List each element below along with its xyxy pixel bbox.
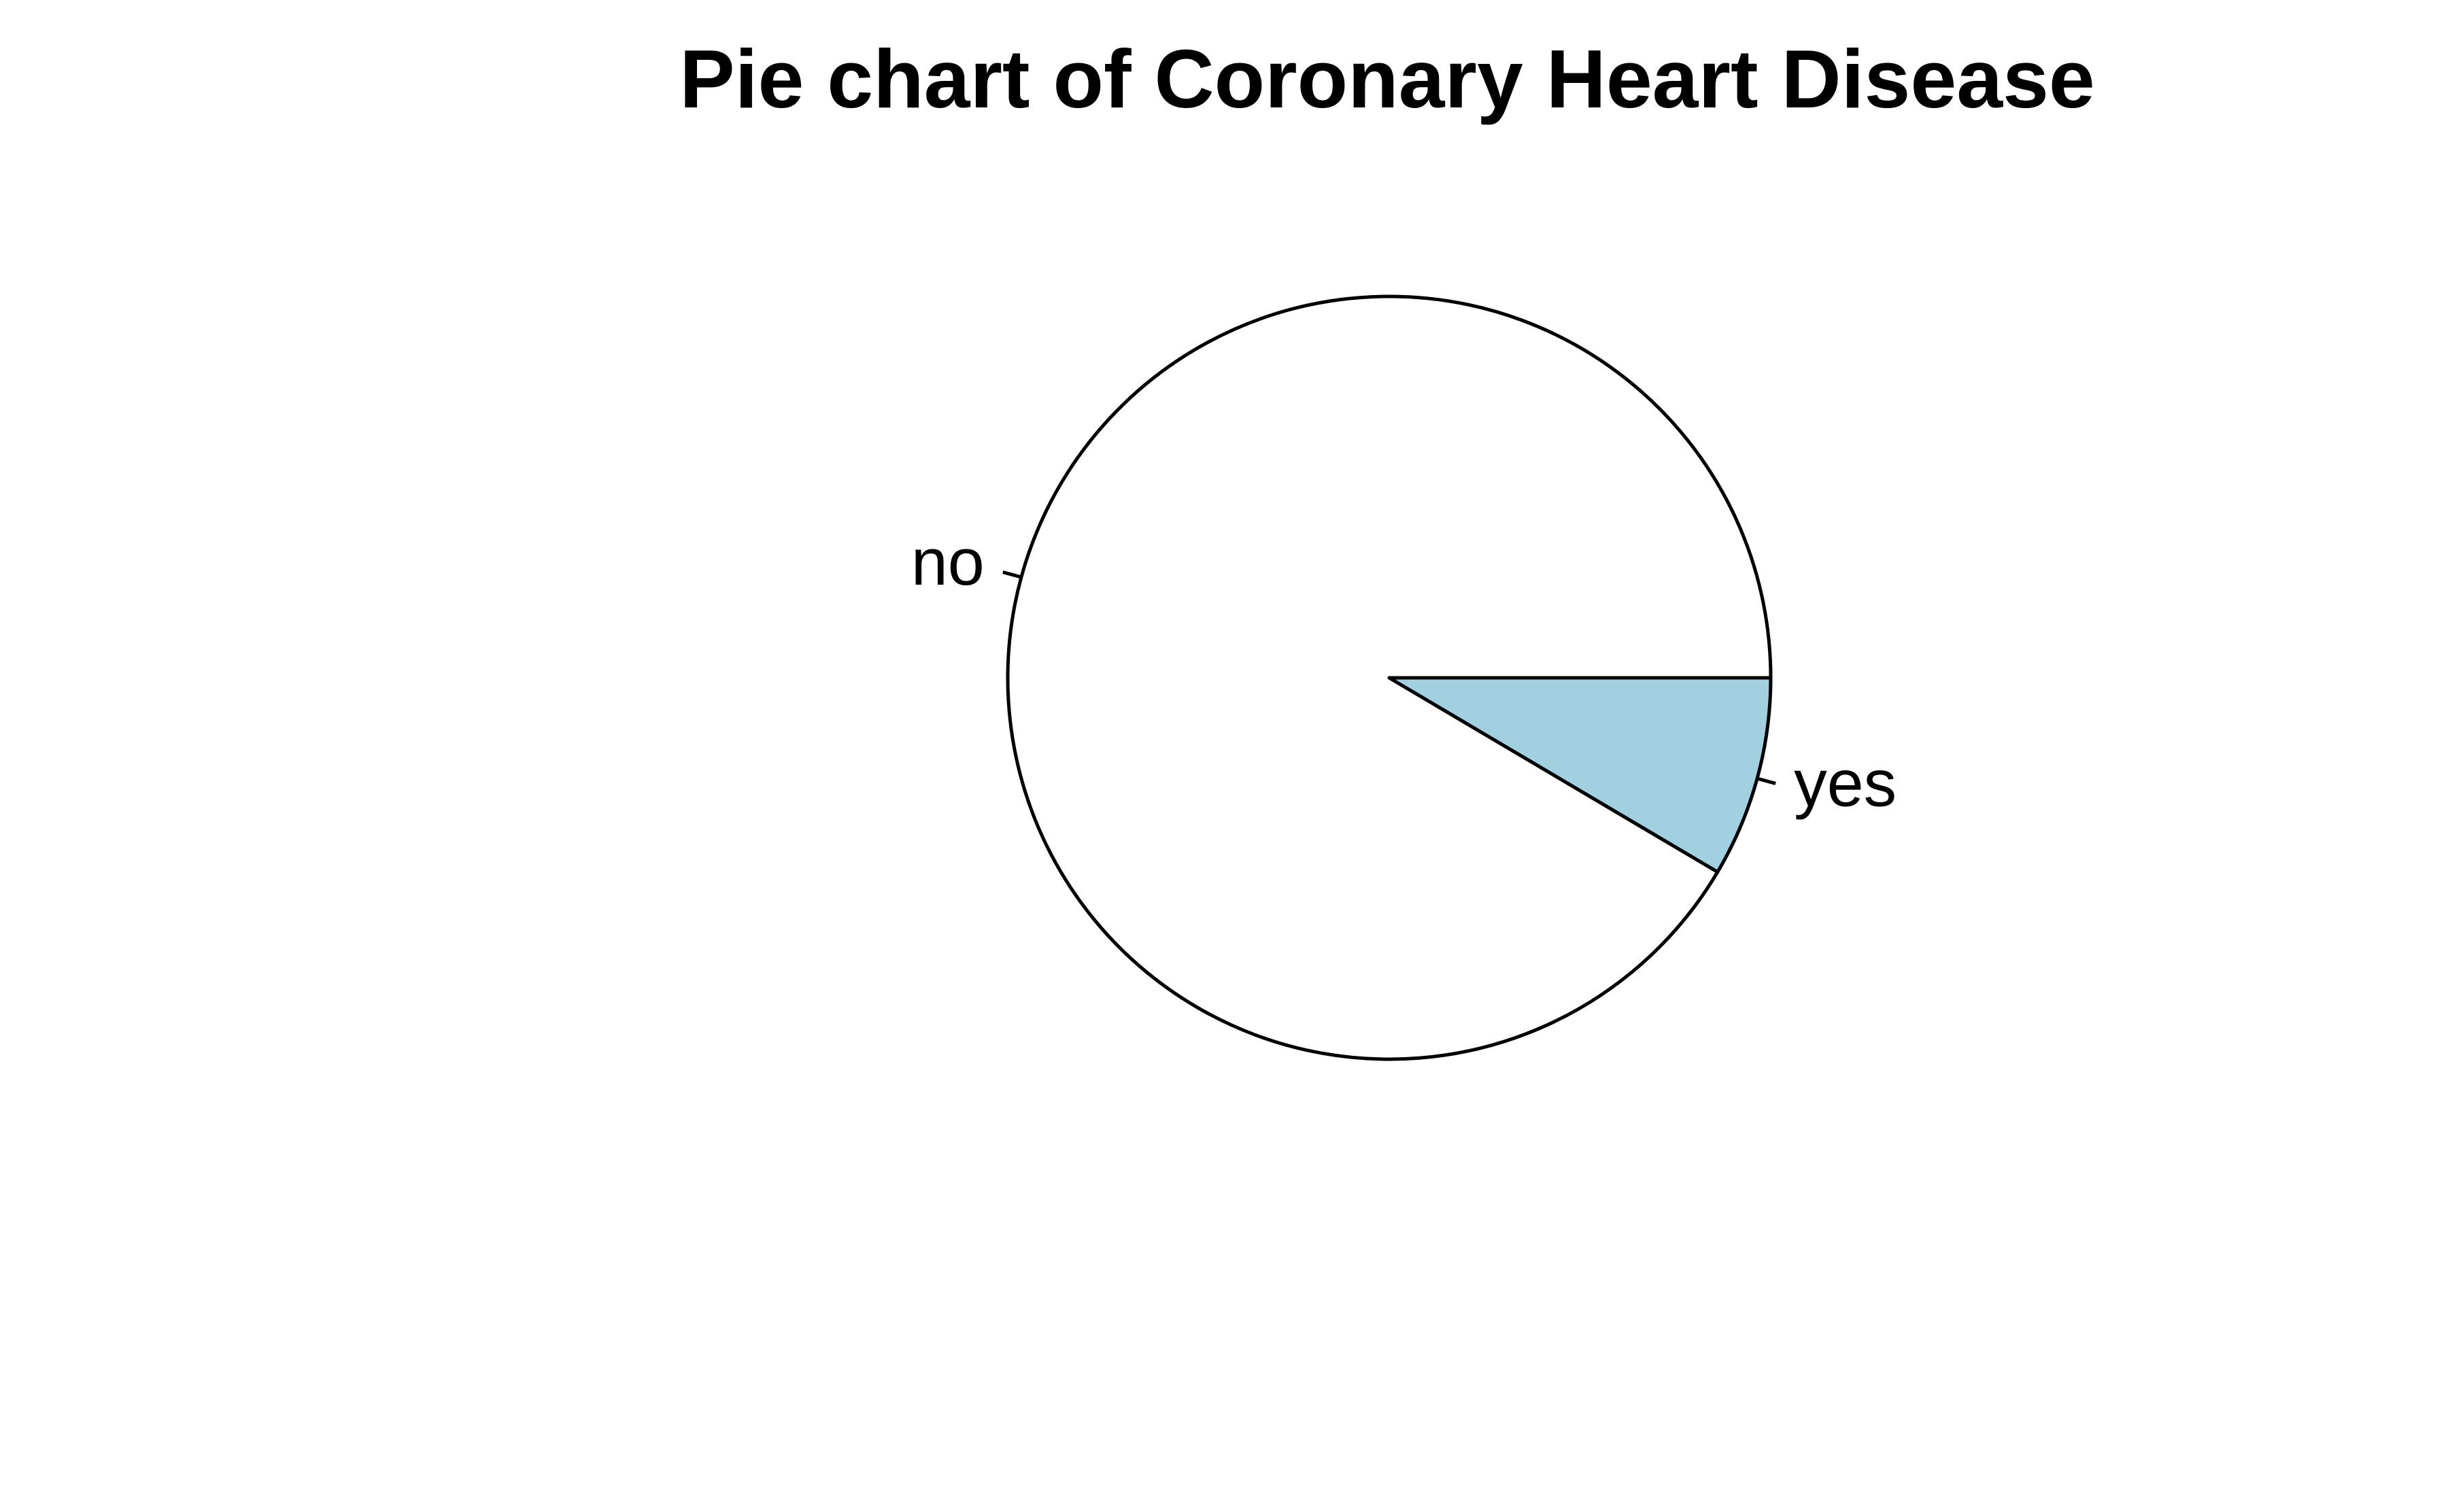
chart-title: Pie chart of Coronary Heart Disease xyxy=(679,33,2095,125)
pie-label-tick-no xyxy=(1002,570,1022,579)
pie-slices xyxy=(1006,294,1773,1061)
pie-label-tick-yes xyxy=(1756,776,1776,785)
pie-label-yes: yes xyxy=(1794,746,1897,820)
pie-labels: no yes xyxy=(911,525,1897,821)
pie-label-no: no xyxy=(911,525,985,599)
